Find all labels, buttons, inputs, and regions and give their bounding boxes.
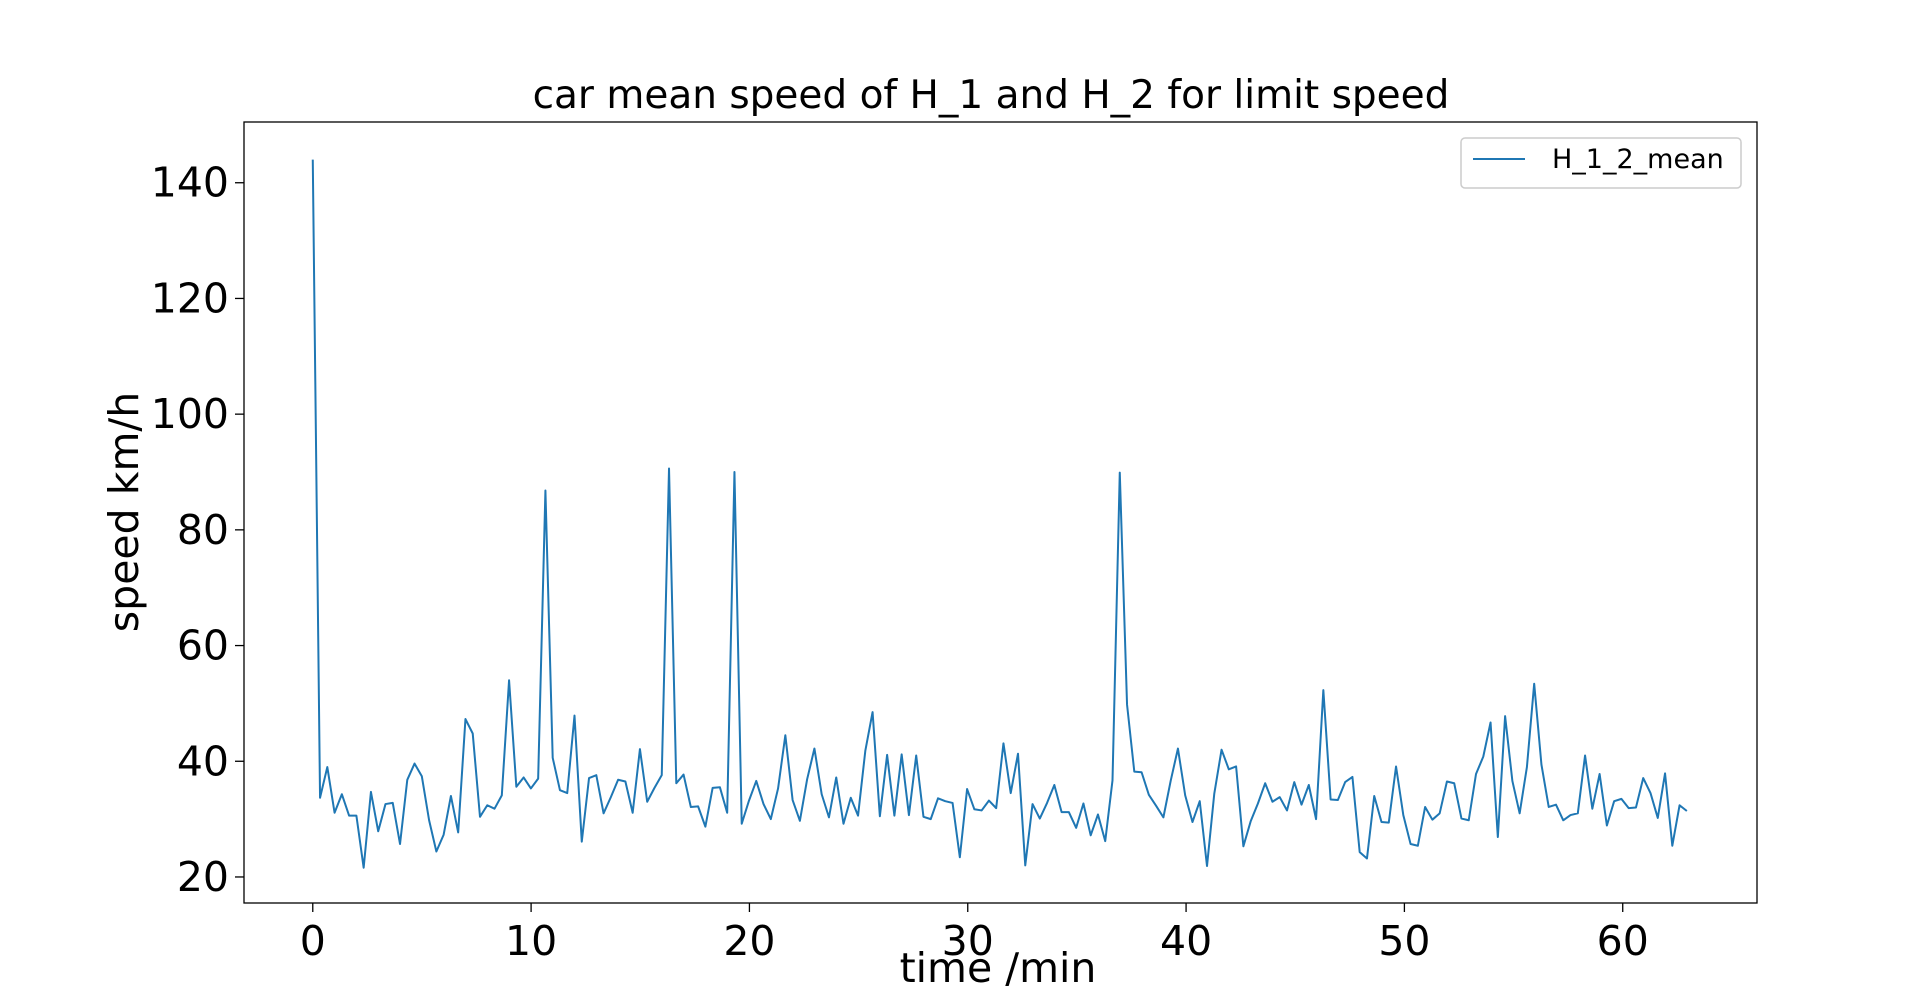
y-tick-label: 100 xyxy=(151,390,229,438)
y-tick-label: 20 xyxy=(177,853,229,901)
legend-box xyxy=(1460,137,1742,189)
x-tick-label: 50 xyxy=(1378,917,1430,965)
y-axis-label: speed km/h xyxy=(100,392,148,632)
plot-layer xyxy=(311,159,1688,869)
x-tick-label: 60 xyxy=(1597,917,1649,965)
y-tick-label: 60 xyxy=(177,622,229,670)
x-tick-label: 0 xyxy=(300,917,326,965)
y-tick-label: 80 xyxy=(177,506,229,554)
x-axis-label: time /min xyxy=(900,944,1097,992)
legend: H_1_2_mean xyxy=(1460,137,1742,189)
x-tick-label: 40 xyxy=(1160,917,1212,965)
plot-frame xyxy=(243,121,1758,904)
x-tick-label: 10 xyxy=(505,917,557,965)
chart-title: car mean speed of H_1 and H_2 for limit … xyxy=(533,73,1450,118)
legend-label: H_1_2_mean xyxy=(1552,144,1724,175)
y-tick-label: 140 xyxy=(151,159,229,207)
axes-layer: 0 10 20 30 40 50 60 20 40 60 80 100 120 140 xyxy=(151,121,1758,965)
y-tick-label: 40 xyxy=(177,737,229,785)
x-tick-label: 20 xyxy=(723,917,775,965)
x-tick-label: 30 xyxy=(942,917,994,965)
y-tick-label: 120 xyxy=(151,274,229,322)
series-line-0 xyxy=(311,159,1688,869)
